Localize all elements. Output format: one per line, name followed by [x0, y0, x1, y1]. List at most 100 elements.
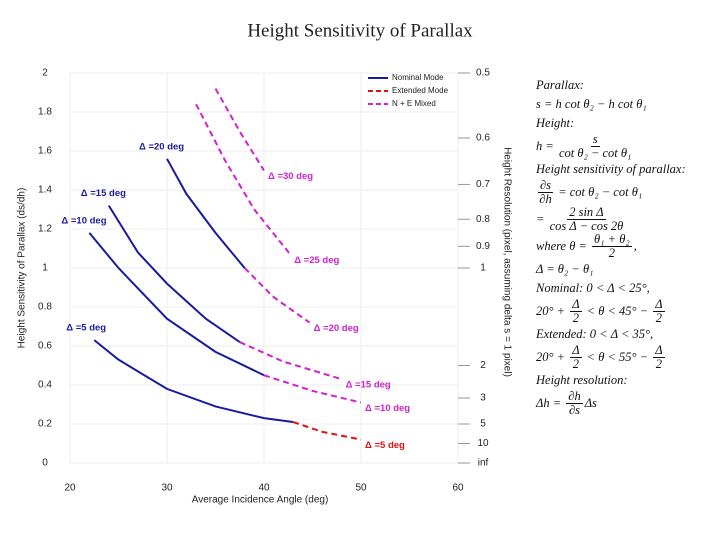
curve-label: Δ =20 deg [139, 141, 184, 152]
equation-text: , [633, 239, 637, 253]
numerator: Δ [570, 297, 582, 312]
equation-text: Parallax: [536, 78, 584, 92]
equation-text: 20° + [536, 304, 569, 318]
y2-tick-label: 2 [480, 360, 486, 371]
numerator: 2 sin Δ [567, 205, 606, 220]
curve [88, 232, 265, 377]
legend-label: Extended Mode [392, 86, 449, 95]
equation-text: Height: [536, 116, 575, 130]
denominator: 2 [608, 246, 615, 260]
numerator: Δ [653, 343, 665, 358]
curve [93, 339, 294, 424]
denominator: 2 [655, 311, 663, 325]
equation-line: Height sensitivity of parallax: [536, 160, 718, 179]
equation-text: s = h cot θ₂ − h cot θ₁ [536, 97, 647, 111]
curve-label: Δ =10 deg [61, 215, 106, 226]
y2-tick-label: 0.8 [476, 214, 490, 225]
equation-line: Height: [536, 114, 718, 133]
y2-tick-label: 0.7 [476, 179, 490, 190]
equation-text: = [536, 212, 548, 226]
chart-title: Height Sensitivity of Parallax [247, 20, 473, 41]
y-tick-label: 1.4 [38, 185, 52, 196]
equation-text: Nominal: 0 < Δ < 25°, [536, 281, 650, 295]
y-axis-label: Height Sensitivity of Parallax (ds/dh) [17, 188, 28, 349]
curve-label: Δ =20 deg [314, 323, 359, 334]
curve-label: Δ =30 deg [268, 171, 313, 182]
denominator: 2 [572, 311, 579, 325]
fraction: ∂s ∂h [538, 179, 554, 206]
denominator: 2 [572, 357, 579, 371]
y2-tick-label: inf [478, 458, 489, 469]
y2-tick-label: 0.6 [476, 133, 490, 144]
fraction: θ₁ + θ₂ 2 [592, 233, 632, 260]
y2-tick-label: 1 [480, 263, 486, 274]
equation-text: where θ = [536, 239, 591, 253]
curve [263, 374, 362, 404]
legend-label: Nominal Mode [392, 73, 444, 82]
equation-text: Height sensitivity of parallax: [536, 162, 686, 176]
equation-text: < θ < 55° − [583, 350, 652, 364]
denominator: ∂s [568, 403, 581, 417]
curve-label: Δ =5 deg [66, 323, 106, 334]
equation-line: Extended: 0 < Δ < 35°, [536, 325, 718, 344]
curve-label: Δ =25 deg [294, 255, 339, 266]
fraction: ∂h ∂s [566, 389, 583, 417]
y-tick-label: 2 [42, 68, 48, 79]
y-tick-label: 1.6 [38, 146, 52, 157]
x-tick-label: 50 [355, 483, 367, 494]
y2-tick-label: 10 [477, 438, 489, 449]
equation-text: Extended: 0 < Δ < 35°, [536, 327, 654, 341]
numerator: ∂h [566, 389, 583, 404]
equation-text: h = [536, 139, 557, 153]
equation-line: h = s cot θ₂ − cot θ₁ [536, 133, 718, 160]
curve-label: Δ =15 deg [81, 188, 126, 199]
numerator: s [590, 132, 600, 147]
equation-line: Parallax: [536, 76, 718, 95]
y-tick-label: 1.2 [38, 224, 52, 235]
legend-label: N + E Mixed [392, 99, 436, 108]
curve-label: Δ =15 deg [346, 380, 391, 391]
curve [166, 158, 246, 269]
y-tick-label: 0.6 [38, 341, 52, 352]
equation-text: < θ < 45° − [583, 304, 652, 318]
y2-tick-label: 3 [480, 393, 486, 404]
curve-label: Δ =10 deg [365, 403, 410, 414]
equation-text: Δh = [536, 396, 565, 410]
x-axis-label: Average Incidence Angle (deg) [192, 495, 329, 506]
equation-line: s = h cot θ₂ − h cot θ₁ [536, 95, 718, 114]
denominator: cos Δ − cos 2θ [549, 219, 624, 233]
y-tick-label: 1.8 [38, 107, 52, 118]
equation-line: Nominal: 0 < Δ < 25°, [536, 279, 718, 298]
y2-tick-label: 0.5 [476, 68, 490, 79]
curve [107, 205, 241, 343]
curve [292, 421, 362, 441]
curve [239, 341, 342, 381]
numerator: Δ [570, 343, 582, 358]
equations: Parallax: s = h cot θ₂ − h cot θ₁ Height: h… [536, 76, 718, 417]
equation-text: Δ = θ₂ − θ₁ [536, 262, 594, 276]
denominator: cot θ₂ − cot θ₁ [558, 146, 632, 160]
x-tick-label: 60 [452, 483, 464, 494]
x-tick-label: 20 [64, 483, 76, 494]
curve [243, 267, 311, 324]
denominator: ∂h [539, 192, 552, 206]
y-tick-label: 0 [42, 458, 48, 469]
equation-text: 20° + [536, 350, 569, 364]
fraction: s cot θ₂ − cot θ₁ [559, 133, 631, 160]
y-tick-label: 0.4 [38, 380, 52, 391]
curve-label: Δ =5 deg [365, 440, 405, 451]
equation-text: Height resolution: [536, 373, 628, 387]
x-tick-label: 30 [161, 483, 173, 494]
equation-line: Δ = θ₂ − θ₁ [536, 260, 718, 279]
y2-tick-label: 5 [480, 419, 486, 430]
